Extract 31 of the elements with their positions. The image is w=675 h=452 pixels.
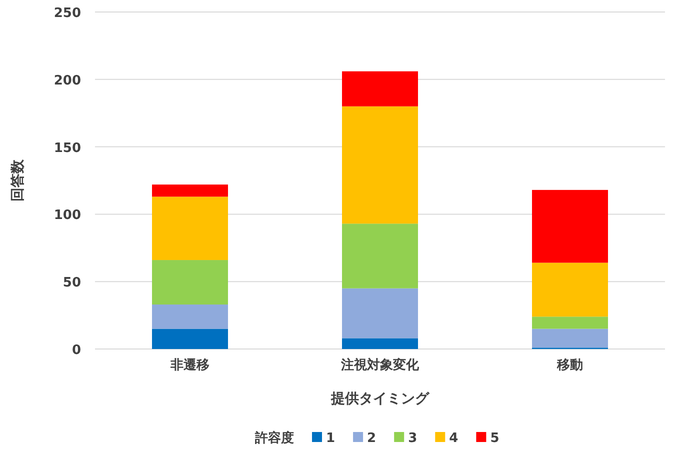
legend-label: 4: [449, 431, 458, 446]
bar: [532, 328, 608, 348]
y-tick-label: 50: [62, 276, 81, 291]
y-tick-label: 150: [54, 140, 81, 156]
bar: [152, 184, 228, 197]
bar: [152, 196, 228, 260]
legend-label: 2: [367, 431, 376, 446]
legend-title: 許容度: [254, 430, 294, 446]
legend-label: 5: [490, 431, 500, 446]
x-tick-label: 非遷移: [170, 358, 210, 373]
x-tick-label: 注視対象変化: [340, 357, 420, 373]
bar: [532, 190, 608, 263]
bar: [342, 288, 418, 338]
bar: [342, 338, 418, 349]
bar: [342, 106, 418, 224]
y-tick-label: 0: [72, 343, 81, 358]
bar: [342, 71, 418, 106]
legend-label: 1: [326, 431, 336, 446]
x-tick-label: 移動: [556, 358, 583, 373]
y-tick-label: 250: [54, 6, 81, 21]
y-tick-label: 200: [54, 73, 81, 88]
bar: [532, 262, 608, 317]
bar: [152, 260, 228, 305]
bar: [152, 304, 228, 329]
bar: [342, 224, 418, 288]
y-tick-label: 100: [54, 208, 81, 224]
bar: [532, 316, 608, 329]
legend-label: 3: [408, 431, 418, 446]
y-axis-title: 回答数: [10, 158, 26, 202]
bar: [152, 328, 228, 349]
x-axis-title: 提供タイミング: [330, 391, 430, 407]
